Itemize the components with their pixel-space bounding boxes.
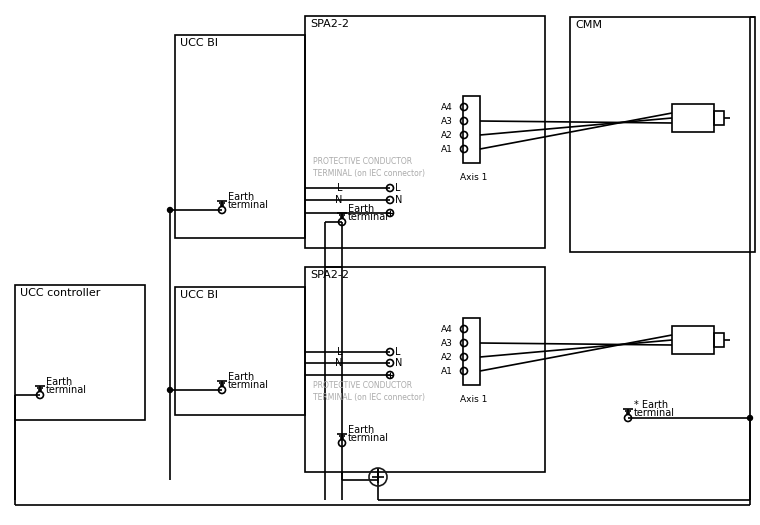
Text: terminal: terminal: [228, 200, 269, 210]
Text: terminal: terminal: [348, 212, 389, 222]
Bar: [305, 16, 545, 248]
Bar: [175, 287, 305, 415]
Text: A3: A3: [441, 117, 453, 125]
Bar: [714, 333, 724, 347]
Text: Earth: Earth: [348, 204, 374, 214]
Bar: [570, 17, 755, 252]
Text: N: N: [334, 358, 342, 368]
Text: A4: A4: [441, 102, 453, 111]
Text: SPA2-2: SPA2-2: [310, 19, 349, 29]
Text: terminal: terminal: [634, 408, 675, 418]
Text: Earth: Earth: [348, 425, 374, 435]
Text: L: L: [337, 347, 342, 357]
Text: TERMINAL (on IEC connector): TERMINAL (on IEC connector): [313, 393, 425, 402]
Text: L: L: [395, 347, 401, 357]
Bar: [672, 326, 714, 354]
Text: TERMINAL (on IEC connector): TERMINAL (on IEC connector): [313, 169, 425, 178]
Circle shape: [167, 387, 173, 393]
Bar: [714, 111, 724, 125]
Circle shape: [748, 415, 752, 421]
Text: UCC BI: UCC BI: [180, 290, 218, 300]
Text: A1: A1: [441, 144, 453, 153]
Text: terminal: terminal: [228, 380, 269, 390]
Bar: [463, 96, 480, 163]
Text: Earth: Earth: [46, 377, 72, 387]
Text: PROTECTIVE CONDUCTOR: PROTECTIVE CONDUCTOR: [313, 157, 412, 166]
Text: Earth: Earth: [228, 372, 255, 382]
Text: CMM: CMM: [575, 20, 602, 30]
Bar: [305, 267, 545, 472]
Bar: [15, 285, 145, 420]
Text: A3: A3: [441, 339, 453, 348]
Text: Earth: Earth: [228, 192, 255, 202]
Text: A4: A4: [441, 324, 453, 333]
Text: A1: A1: [441, 366, 453, 375]
Text: * Earth: * Earth: [634, 400, 668, 410]
Text: UCC BI: UCC BI: [180, 38, 218, 48]
Text: terminal: terminal: [348, 433, 389, 443]
Text: UCC controller: UCC controller: [20, 288, 100, 298]
Text: L: L: [395, 183, 401, 193]
Text: terminal: terminal: [46, 385, 87, 395]
Text: A2: A2: [441, 352, 453, 362]
Circle shape: [167, 207, 173, 213]
Bar: [672, 104, 714, 132]
Text: PROTECTIVE CONDUCTOR: PROTECTIVE CONDUCTOR: [313, 381, 412, 390]
Text: SPA2-2: SPA2-2: [310, 270, 349, 280]
Text: N: N: [395, 195, 402, 205]
Bar: [463, 318, 480, 385]
Bar: [175, 35, 305, 238]
Text: A2: A2: [441, 131, 453, 140]
Text: N: N: [334, 195, 342, 205]
Text: N: N: [395, 358, 402, 368]
Text: L: L: [337, 183, 342, 193]
Text: Axis 1: Axis 1: [460, 173, 487, 182]
Text: Axis 1: Axis 1: [460, 395, 487, 404]
